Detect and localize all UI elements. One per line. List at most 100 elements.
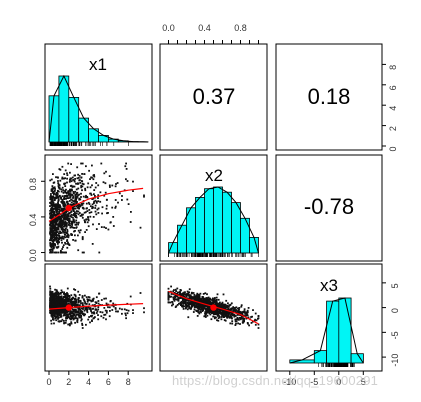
scatter-point xyxy=(60,228,63,231)
scatter-point xyxy=(93,175,96,178)
scatter-point xyxy=(90,211,93,214)
scatter-point xyxy=(50,300,53,303)
scatter-point xyxy=(184,300,187,303)
scatter-point xyxy=(68,217,70,220)
scatter-point xyxy=(62,251,65,254)
scatter-point xyxy=(78,307,81,309)
scatter-point xyxy=(95,182,98,184)
scatter-point xyxy=(70,214,73,216)
scatter-point xyxy=(51,305,54,307)
scatter-point xyxy=(71,199,74,202)
scatter-point xyxy=(209,297,211,300)
scatter-point xyxy=(109,310,111,312)
scatter-point xyxy=(63,198,65,200)
scatter-point xyxy=(72,196,75,198)
scatter-point xyxy=(64,242,67,245)
scatter-point xyxy=(52,309,55,312)
hist-bar xyxy=(48,95,60,143)
scatter-point xyxy=(77,310,80,313)
scatter-point xyxy=(64,221,67,223)
scatter-point xyxy=(73,227,75,229)
scatter-point xyxy=(89,299,92,302)
tick-label-x1-right: 2 xyxy=(388,126,398,131)
scatter-point xyxy=(49,285,51,288)
scatter-point xyxy=(239,323,241,325)
scatter-point xyxy=(61,165,64,168)
scatter-point xyxy=(85,323,87,326)
scatter-point xyxy=(234,315,237,317)
scatter-point xyxy=(56,194,58,197)
scatter-point xyxy=(57,180,59,182)
scatter-point xyxy=(75,182,77,185)
scatter-point xyxy=(99,191,102,194)
scatter-point xyxy=(75,188,78,191)
scatter-point xyxy=(179,289,182,291)
scatter-point xyxy=(74,196,77,199)
scatter-point xyxy=(57,245,60,248)
scatter-point xyxy=(52,234,55,236)
scatter-point xyxy=(74,207,77,210)
scatter-point xyxy=(60,297,63,300)
scatter-point xyxy=(49,239,51,242)
scatter-point xyxy=(89,321,91,324)
scatter-point xyxy=(203,315,206,318)
panel-x3-diag xyxy=(275,263,383,372)
scatter-point xyxy=(194,295,197,298)
scatter-point xyxy=(216,308,219,311)
scatter-point xyxy=(53,242,55,245)
scatter-point xyxy=(62,244,65,247)
scatter-point xyxy=(79,229,82,232)
scatter-point xyxy=(207,307,210,310)
scatter-point xyxy=(209,310,212,313)
scatter-point xyxy=(50,291,53,294)
scatter-point xyxy=(80,203,83,205)
scatter-point xyxy=(77,290,80,293)
scatter-point xyxy=(173,297,175,300)
scatter-point xyxy=(88,296,91,299)
scatter-point xyxy=(63,223,66,226)
scatter-point xyxy=(104,309,107,312)
scatter-point xyxy=(75,310,77,312)
scatter-point xyxy=(73,314,75,317)
scatter-point xyxy=(67,299,69,302)
scatter-point xyxy=(171,301,173,303)
scatter-point xyxy=(228,312,231,315)
scatter-point xyxy=(60,196,62,199)
scatter-point xyxy=(64,215,67,217)
scatter-point xyxy=(57,198,60,201)
mean-point-x3_vs_x1 xyxy=(65,304,73,311)
scatter-point xyxy=(202,296,204,298)
scatter-point xyxy=(67,202,69,205)
scatter-point xyxy=(77,177,80,179)
scatter-point xyxy=(248,324,250,327)
scatter-point xyxy=(173,295,176,298)
scatter-point xyxy=(85,229,88,231)
scatter-point xyxy=(87,298,90,301)
scatter-point xyxy=(204,308,207,311)
mean-point-x2_vs_x1 xyxy=(65,204,73,212)
scatter-point xyxy=(49,294,52,297)
scatter-point xyxy=(219,301,221,304)
scatter-point xyxy=(207,302,209,305)
scatter-point xyxy=(93,200,95,203)
hist-bar xyxy=(58,75,70,143)
scatter-point xyxy=(58,305,61,307)
scatter-point xyxy=(80,180,83,182)
scatter-point xyxy=(51,309,53,312)
scatter-point xyxy=(62,304,65,306)
scatter-point xyxy=(64,222,66,224)
scatter-point xyxy=(70,194,72,197)
scatter-point xyxy=(65,218,68,221)
scatter-point xyxy=(230,312,233,314)
scatter-point xyxy=(72,317,75,320)
scatter-point xyxy=(69,226,72,229)
scatter-point xyxy=(78,304,81,307)
scatter-point xyxy=(64,296,67,298)
scatter-point xyxy=(69,314,72,317)
scatter-point xyxy=(96,208,99,211)
density-curve xyxy=(289,297,364,364)
scatter-point xyxy=(78,179,81,182)
scatter-point xyxy=(195,294,198,297)
scatter-point xyxy=(143,311,145,314)
scatter-point xyxy=(250,316,252,318)
